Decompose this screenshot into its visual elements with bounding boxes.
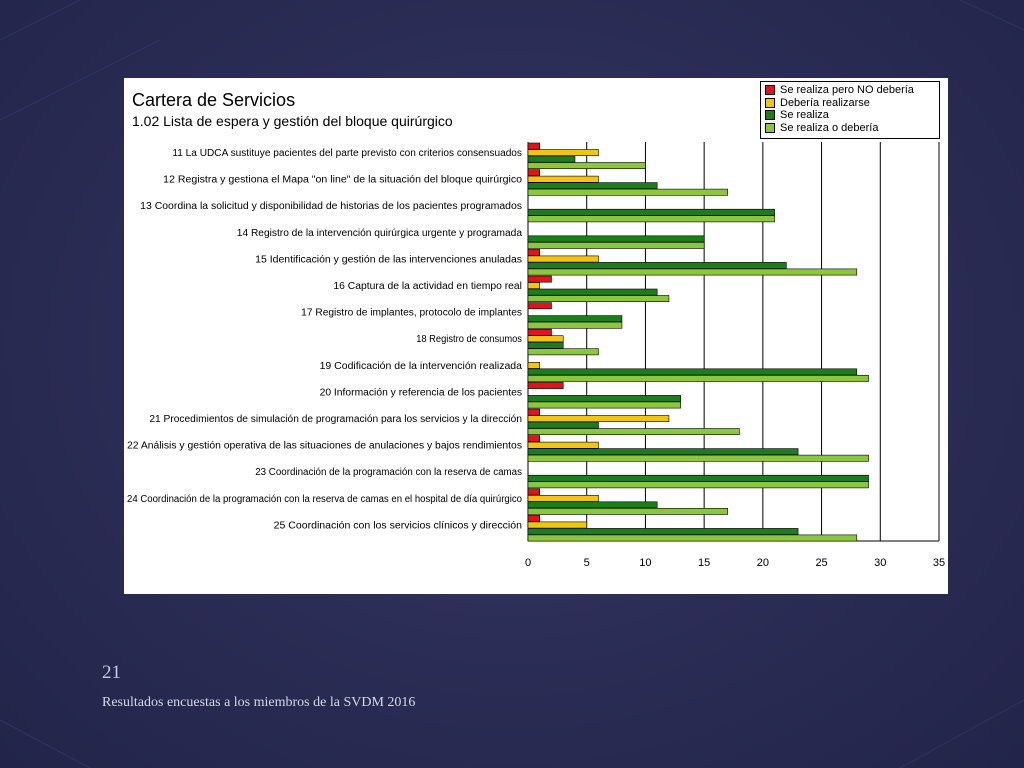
bar bbox=[527, 182, 658, 190]
slide-number: 21 bbox=[102, 662, 121, 683]
bar bbox=[527, 361, 541, 369]
bar bbox=[527, 441, 599, 449]
bar bbox=[527, 295, 670, 302]
bar bbox=[527, 188, 728, 196]
legend-label: Se realiza o debería bbox=[780, 121, 879, 134]
bar bbox=[527, 162, 646, 169]
bar bbox=[527, 215, 775, 223]
legend-label: Se realiza pero NO debería bbox=[780, 84, 914, 97]
category-label: 25 Coordinación con los servicios clínic… bbox=[274, 520, 522, 531]
bar bbox=[527, 528, 799, 535]
bar bbox=[527, 408, 541, 416]
bar bbox=[527, 421, 599, 429]
bar bbox=[527, 428, 740, 435]
bar bbox=[527, 415, 670, 422]
bar bbox=[527, 142, 541, 150]
bar bbox=[527, 515, 541, 522]
bar bbox=[527, 288, 658, 296]
bar bbox=[527, 321, 623, 329]
bar bbox=[527, 494, 599, 502]
bar bbox=[527, 275, 552, 283]
category-label: 21 Procedimientos de simulación de progr… bbox=[149, 414, 522, 425]
bar bbox=[527, 268, 858, 276]
bar bbox=[527, 481, 869, 489]
category-label: 12 Registra y gestiona el Mapa "on line"… bbox=[163, 175, 522, 186]
legend-item: Se realiza bbox=[765, 109, 935, 122]
bar bbox=[527, 242, 705, 249]
category-label: 20 Información y referencia de los pacie… bbox=[320, 387, 522, 398]
category-label: 14 Registro de la intervención quirúrgic… bbox=[237, 228, 523, 239]
bar bbox=[527, 488, 541, 496]
bar bbox=[527, 382, 564, 389]
legend-label: Debería realizarse bbox=[780, 96, 870, 109]
chart-legend: Se realiza pero NO debería Debería reali… bbox=[760, 81, 940, 139]
bar bbox=[527, 262, 787, 269]
bar bbox=[527, 335, 564, 343]
bar bbox=[527, 474, 869, 482]
bar bbox=[527, 169, 541, 177]
category-label: 11 La UDCA sustituye pacientes del parte… bbox=[172, 148, 522, 159]
bar bbox=[527, 149, 599, 156]
category-label: 18 Registro de consumos bbox=[416, 334, 522, 345]
category-label: 19 Codificación de la intervención reali… bbox=[320, 361, 523, 372]
chart-title: Cartera de Servicios bbox=[132, 90, 296, 110]
legend-swatch bbox=[765, 110, 775, 121]
bar bbox=[527, 155, 576, 163]
bar bbox=[527, 235, 705, 243]
category-label: 15 Identificación y gestión de las inter… bbox=[255, 254, 522, 265]
legend-item: Debería realizarse bbox=[765, 97, 935, 110]
bar bbox=[527, 208, 775, 216]
bar bbox=[527, 348, 599, 356]
bar bbox=[527, 175, 599, 183]
bar bbox=[527, 368, 858, 376]
bar bbox=[527, 401, 681, 409]
bar bbox=[527, 315, 623, 323]
category-label: 24 Coordinación de la programación con l… bbox=[127, 494, 522, 505]
category-label: 22 Análisis y gestión operativa de las s… bbox=[127, 441, 522, 452]
x-tick-label: 0 bbox=[525, 557, 531, 569]
bar bbox=[527, 374, 869, 382]
x-tick-label: 30 bbox=[874, 557, 886, 569]
category-label: 23 Coordinación de la programación con l… bbox=[255, 467, 522, 478]
legend-label: Se realiza bbox=[780, 109, 829, 122]
x-tick-label: 20 bbox=[757, 557, 769, 569]
bar bbox=[527, 302, 552, 310]
legend-swatch bbox=[765, 97, 775, 108]
x-tick-label: 25 bbox=[815, 557, 827, 569]
legend-item: Se realiza pero NO debería bbox=[765, 84, 935, 97]
legend-item: Se realiza o debería bbox=[765, 122, 935, 135]
category-label: 16 Captura de la actividad en tiempo rea… bbox=[333, 281, 522, 292]
slide-footer: Resultados encuestas a los miembros de l… bbox=[102, 695, 416, 710]
category-label: 17 Registro de implantes, protocolo de i… bbox=[301, 308, 522, 319]
x-tick-label: 10 bbox=[639, 557, 651, 569]
bar bbox=[527, 454, 869, 462]
chart-plot: 0 5 10 15 20 25 30 35 11 La UDCA sustituye pacie… bbox=[127, 142, 945, 569]
x-tick-label: 5 bbox=[584, 557, 590, 569]
legend-swatch bbox=[765, 122, 775, 133]
bar bbox=[527, 249, 541, 256]
legend-swatch bbox=[765, 85, 775, 96]
bar bbox=[527, 328, 552, 336]
bar bbox=[527, 341, 564, 349]
x-tick-label: 35 bbox=[933, 557, 945, 569]
bar bbox=[527, 255, 599, 263]
bar bbox=[527, 435, 541, 443]
bar bbox=[527, 507, 728, 515]
category-label: 13 Coordina la solicitud y disponibilida… bbox=[140, 201, 522, 212]
bar bbox=[527, 521, 588, 529]
bar bbox=[527, 501, 658, 509]
chart-panel: 0 5 10 15 20 25 30 35 11 La UDCA sustituye pacie… bbox=[124, 78, 948, 594]
bar bbox=[527, 534, 858, 542]
bar bbox=[527, 282, 541, 289]
bar bbox=[527, 395, 681, 402]
chart-subtitle: 1.02 Lista de espera y gestión del bloqu… bbox=[132, 113, 453, 129]
bar bbox=[527, 448, 799, 456]
x-tick-label: 15 bbox=[698, 557, 710, 569]
